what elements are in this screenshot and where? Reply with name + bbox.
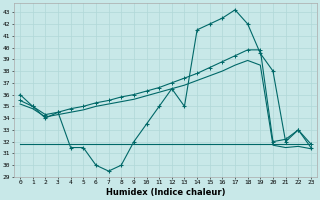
X-axis label: Humidex (Indice chaleur): Humidex (Indice chaleur) <box>106 188 225 197</box>
